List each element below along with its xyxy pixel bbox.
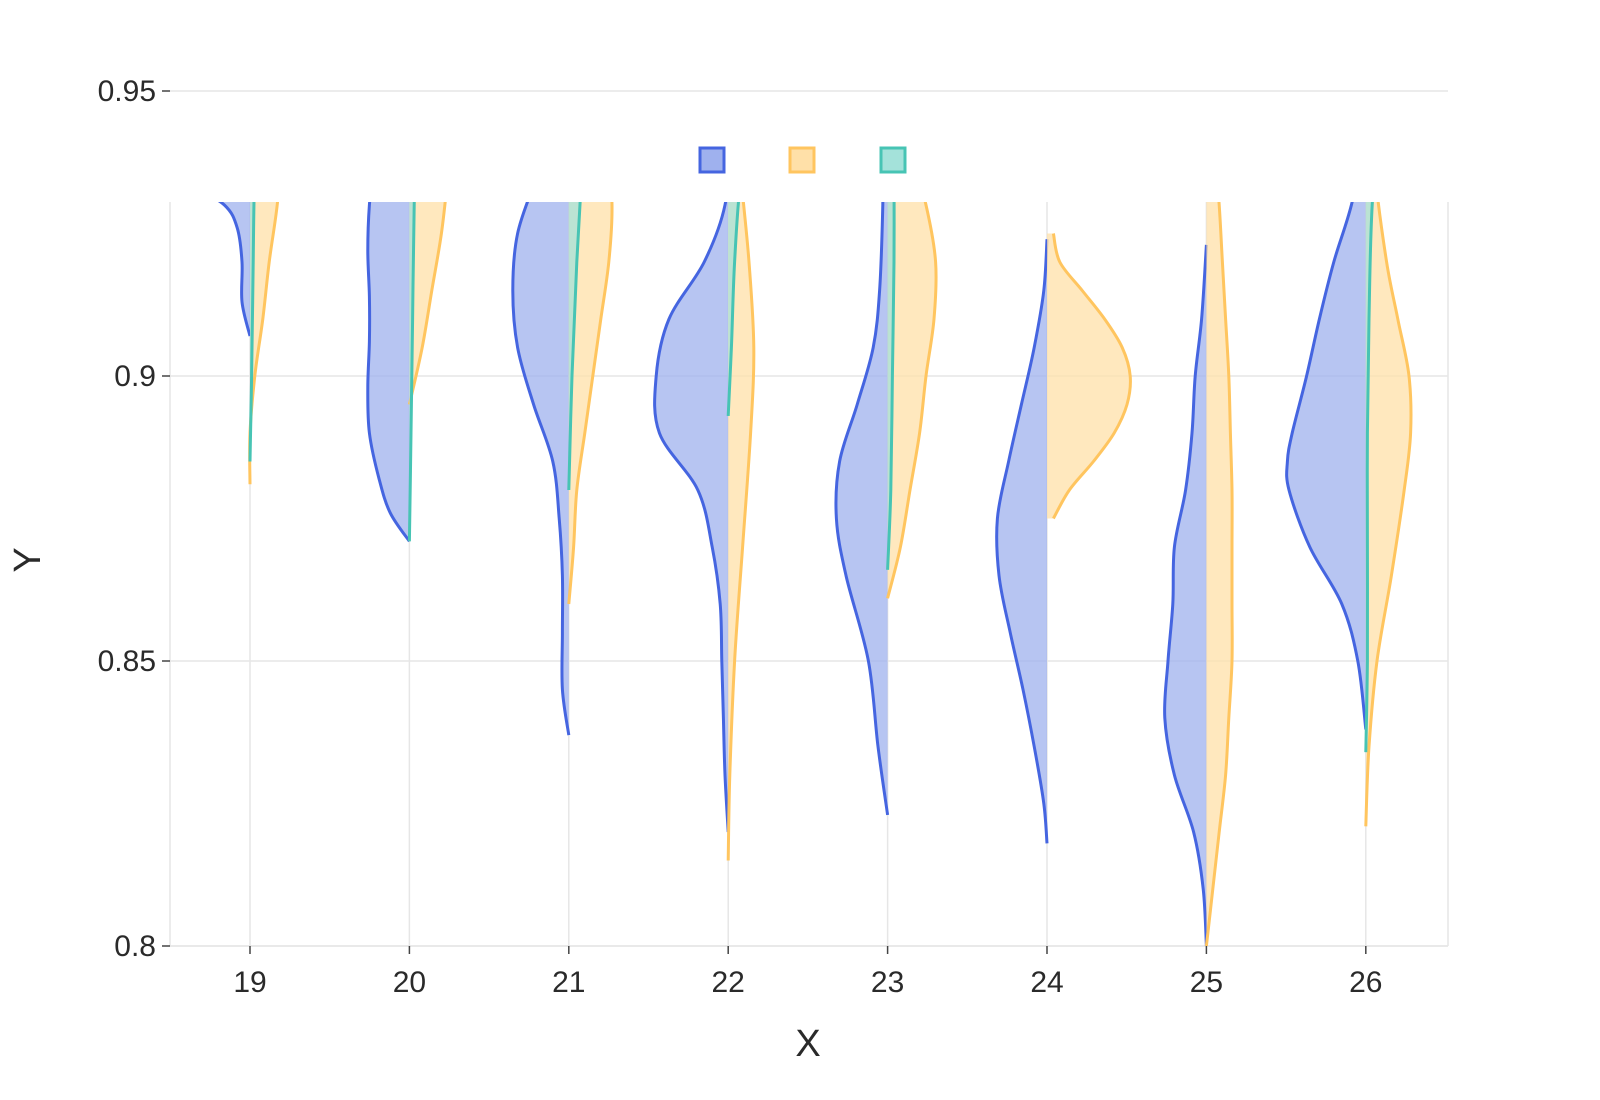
violin-outline [567, 202, 582, 491]
violin-outline [995, 239, 1049, 844]
violin-fill[interactable] [249, 0, 286, 485]
violin-outline [1285, 202, 1368, 730]
legend-swatch-2[interactable] [788, 146, 816, 174]
violin-fill[interactable] [1047, 233, 1131, 519]
legend-swatch-1[interactable] [698, 146, 726, 174]
y-tick-label: 0.9 [114, 360, 156, 393]
violin-fill[interactable] [728, 0, 770, 416]
x-tick-label: 22 [712, 966, 745, 999]
violin-outline [567, 202, 614, 605]
x-tick-label: 24 [1030, 966, 1063, 999]
legend[interactable] [698, 146, 907, 174]
y-tick-label: 0.85 [98, 645, 156, 678]
y-tick-label: 0.95 [98, 75, 156, 108]
violin-outline [407, 202, 447, 405]
x-tick-label: 19 [233, 966, 266, 999]
violin-outline [217, 202, 252, 337]
violin-fill[interactable] [887, 34, 937, 599]
x-tick-label: 23 [871, 966, 904, 999]
violin-outline [886, 202, 896, 570]
violin-fill[interactable] [835, 0, 888, 815]
violin-outline [1204, 202, 1234, 946]
violin-outline [886, 202, 938, 599]
violin-fill[interactable] [1164, 244, 1207, 946]
violin-outline [726, 202, 740, 416]
violin-series-2 [248, 0, 1413, 946]
x-tick-label: 26 [1349, 966, 1382, 999]
violin-fill[interactable] [409, 0, 452, 405]
violin-outline [1364, 202, 1413, 827]
violin-outline [1364, 202, 1374, 753]
violin-outline [366, 202, 411, 543]
violin-outline [1163, 244, 1208, 946]
x-tick-label: 21 [552, 966, 585, 999]
violin-series-1 [217, 0, 1368, 946]
violin-outline [248, 202, 280, 485]
violin-outline [511, 202, 571, 736]
violin-fill[interactable] [728, 0, 754, 861]
violin-fill[interactable] [654, 57, 729, 832]
x-tick-label: 20 [393, 966, 426, 999]
violin-fill[interactable] [367, 0, 410, 542]
violin-layer [217, 0, 1413, 946]
violin-fill[interactable] [568, 0, 591, 490]
violin-clip-group [217, 0, 1413, 946]
violin-outline [726, 202, 756, 861]
y-axis-title: Y [7, 547, 49, 572]
violin-fill[interactable] [512, 0, 569, 736]
x-axis-title: X [795, 1023, 820, 1065]
x-tick-label: 25 [1190, 966, 1223, 999]
violin-outline [407, 202, 416, 542]
violin-outline [248, 202, 256, 462]
violin-outline [653, 202, 730, 833]
legend-swatch-3[interactable] [879, 146, 907, 174]
violin-fill[interactable] [1365, 0, 1411, 827]
violin-fill[interactable] [1286, 137, 1366, 730]
y-tick-label: 0.8 [114, 930, 156, 963]
violin-fill[interactable] [568, 0, 613, 604]
violin-series-3 [248, 0, 1374, 753]
violin-fill[interactable] [996, 239, 1047, 844]
violin-outline [834, 202, 890, 816]
violin-outline [1051, 233, 1132, 520]
